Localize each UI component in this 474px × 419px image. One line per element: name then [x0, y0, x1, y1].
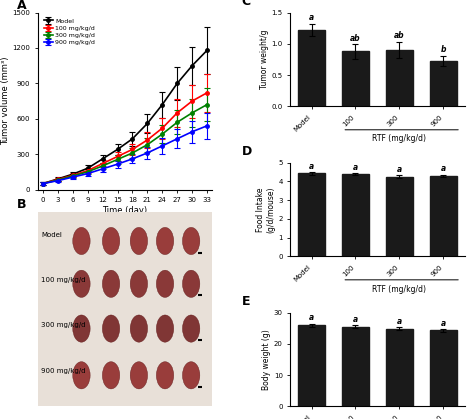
Ellipse shape	[73, 315, 90, 342]
Bar	[430, 61, 456, 106]
Text: 100 mg/kg/d: 100 mg/kg/d	[41, 277, 86, 283]
Ellipse shape	[102, 315, 120, 342]
Bar	[430, 176, 456, 256]
Ellipse shape	[73, 228, 90, 255]
Bar	[386, 177, 413, 256]
Bar	[342, 52, 369, 106]
Bar	[342, 327, 369, 406]
Text: a: a	[309, 13, 314, 22]
Text: 900 mg/kg/d: 900 mg/kg/d	[41, 368, 86, 375]
Text: D: D	[242, 145, 252, 158]
Text: C: C	[242, 0, 251, 8]
Y-axis label: Food Intake
(g/d/mouse): Food Intake (g/d/mouse)	[256, 186, 275, 233]
Ellipse shape	[102, 362, 120, 389]
Y-axis label: Tumor volume (mm³): Tumor volume (mm³)	[0, 57, 9, 145]
Bar	[386, 329, 413, 406]
Text: a: a	[441, 165, 446, 173]
Ellipse shape	[130, 270, 147, 297]
Text: Model: Model	[41, 232, 62, 238]
Text: RTF (mg/kg/d): RTF (mg/kg/d)	[373, 134, 427, 143]
Ellipse shape	[182, 270, 200, 297]
Ellipse shape	[182, 315, 200, 342]
Text: a: a	[309, 313, 314, 322]
Text: a: a	[353, 163, 358, 172]
Text: a: a	[353, 315, 358, 324]
Bar	[342, 174, 369, 256]
Text: RTF (mg/kg/d): RTF (mg/kg/d)	[373, 285, 427, 294]
Legend: Model, 100 mg/kg/d, 300 mg/kg/d, 900 mg/kg/d: Model, 100 mg/kg/d, 300 mg/kg/d, 900 mg/…	[41, 16, 98, 48]
Text: a: a	[397, 165, 402, 174]
Ellipse shape	[182, 362, 200, 389]
Ellipse shape	[102, 270, 120, 297]
Y-axis label: Body weight (g): Body weight (g)	[262, 329, 271, 390]
Text: 300 mg/kg/d: 300 mg/kg/d	[41, 322, 86, 328]
Bar	[298, 173, 325, 256]
Text: A: A	[17, 0, 27, 12]
Ellipse shape	[182, 228, 200, 255]
Ellipse shape	[130, 362, 147, 389]
Text: ab: ab	[394, 31, 405, 40]
Text: a: a	[397, 317, 402, 326]
Ellipse shape	[156, 362, 174, 389]
Ellipse shape	[73, 362, 90, 389]
Ellipse shape	[130, 315, 147, 342]
Bar	[298, 325, 325, 406]
Y-axis label: Tumor weight/g: Tumor weight/g	[260, 30, 269, 89]
Text: a: a	[441, 319, 446, 328]
Bar	[386, 50, 413, 106]
Ellipse shape	[156, 315, 174, 342]
Bar	[430, 331, 456, 406]
Ellipse shape	[156, 228, 174, 255]
Text: E: E	[242, 295, 250, 308]
Text: b: b	[441, 45, 446, 54]
Ellipse shape	[156, 270, 174, 297]
Ellipse shape	[102, 228, 120, 255]
Ellipse shape	[130, 228, 147, 255]
Text: a: a	[309, 162, 314, 171]
Text: B: B	[17, 198, 27, 211]
X-axis label: Time (day): Time (day)	[102, 206, 147, 215]
Ellipse shape	[73, 270, 90, 297]
Text: ab: ab	[350, 34, 361, 43]
Bar	[298, 30, 325, 106]
